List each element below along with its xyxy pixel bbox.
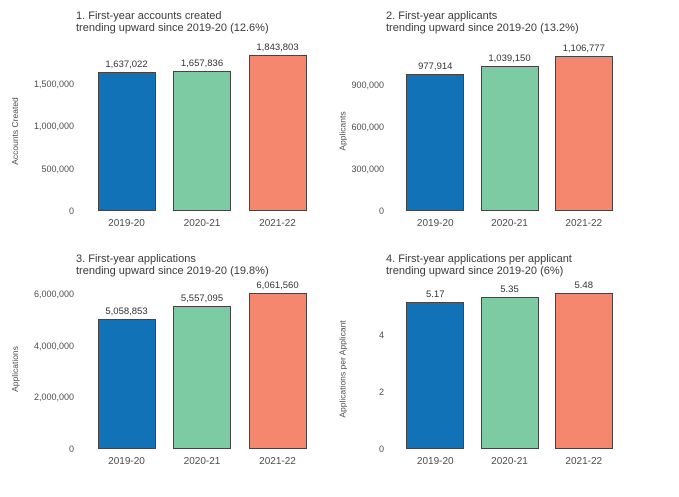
x-tick-label: 2019-20 — [416, 218, 454, 229]
y-axis-ticks: 0 500,000 1,000,000 1,500,000 — [16, 50, 74, 216]
plot-area: 977,914 1,039,150 1,106,777 — [390, 43, 629, 211]
chart-title-line2: trending upward since 2019-20 (6%) — [386, 264, 564, 277]
bar-value-label: 1,657,836 — [180, 57, 224, 69]
x-tick-label: 2020-21 — [491, 456, 528, 467]
plot-area: 5,058,853 5,557,095 6,061,560 — [80, 280, 324, 449]
y-axis-ticks: 0 2,000,000 4,000,000 6,000,000 — [16, 288, 74, 454]
x-tick-label: 2020-21 — [183, 218, 221, 229]
y-tick-label: 4 — [378, 330, 384, 341]
plot-area: 5.17 5.35 5.48 — [390, 280, 629, 449]
bar-value-label: 6,061,560 — [256, 279, 299, 291]
bar-value-label: 1,106,777 — [562, 43, 605, 55]
chart-title-line2: trending upward since 2019-20 (13.2%) — [386, 21, 579, 34]
y-tick-label: 900,000 — [351, 80, 384, 90]
chart-title: 4. First-year applications per applicant… — [386, 253, 572, 277]
y-tick-label: 0 — [68, 444, 74, 454]
bar-value-label: 5.17 — [426, 288, 445, 300]
bar-2020-21: 1,657,836 — [173, 58, 231, 211]
y-tick-label: 4,000,000 — [33, 340, 74, 351]
bar-2021-22: 5.48 — [554, 280, 613, 449]
x-axis-labels: 2019-20 2020-21 2021-22 — [390, 218, 629, 229]
chart-accounts-created: 1. First-year accounts created trending … — [0, 0, 339, 248]
y-axis-ticks: 0 300,000 600,000 900,000 — [344, 50, 384, 216]
bar-value-label: 1,637,022 — [105, 59, 148, 71]
bar-2020-21: 1,039,150 — [480, 53, 539, 211]
chart-title-line2: trending upward since 2019-20 (19.8%) — [76, 264, 269, 277]
chart-applicants: 2. First-year applicants trending upward… — [338, 0, 679, 248]
x-tick-label: 2020-21 — [491, 218, 528, 229]
x-tick-label: 2021-22 — [565, 456, 603, 467]
bar-value-label: 5,557,095 — [180, 292, 224, 304]
x-tick-label: 2019-20 — [108, 456, 145, 467]
chart-title-line1: 4. First-year applications per applicant — [386, 253, 572, 265]
chart-title-line1: 2. First-year applicants — [386, 10, 498, 22]
x-tick-label: 2021-22 — [259, 218, 296, 229]
y-tick-label: 0 — [378, 444, 384, 454]
x-tick-label: 2019-20 — [416, 456, 454, 467]
x-axis-labels: 2019-20 2020-21 2021-22 — [390, 456, 629, 467]
chart-title: 2. First-year applicants trending upward… — [386, 10, 579, 34]
y-tick-label: 2,000,000 — [33, 392, 74, 403]
x-axis-labels: 2019-20 2020-21 2021-22 — [80, 218, 324, 229]
y-tick-label: 300,000 — [351, 164, 384, 174]
x-axis-labels: 2019-20 2020-21 2021-22 — [80, 456, 324, 467]
chart-applications-per-applicant: 4. First-year applications per applicant… — [338, 249, 679, 497]
bar-value-label: 977,914 — [418, 61, 453, 73]
bar-2020-21: 5,557,095 — [173, 293, 231, 449]
y-tick-label: 600,000 — [351, 122, 384, 132]
y-axis-ticks: 0 2 4 — [344, 288, 384, 454]
bar-2021-22: 1,106,777 — [554, 43, 613, 211]
bar-value-label: 1,039,150 — [488, 52, 531, 64]
bar-value-label: 5.48 — [574, 279, 594, 291]
bar-value-label: 1,843,803 — [256, 41, 299, 53]
bar-2021-22: 1,843,803 — [248, 42, 307, 211]
chart-applications: 3. First-year applications trending upwa… — [0, 249, 339, 497]
chart-title-line2: trending upward since 2019-20 (12.6%) — [76, 21, 269, 34]
y-tick-label: 1,000,000 — [33, 121, 74, 132]
x-tick-label: 2021-22 — [259, 456, 296, 467]
chart-title: 3. First-year applications trending upwa… — [76, 253, 269, 277]
y-tick-label: 0 — [68, 206, 74, 216]
y-tick-label: 0 — [378, 206, 384, 216]
bar-2019-20: 5,058,853 — [97, 306, 156, 449]
bar-2019-20: 977,914 — [406, 61, 465, 211]
bar-value-label: 5,058,853 — [105, 305, 148, 317]
x-tick-label: 2020-21 — [183, 456, 221, 467]
bar-2019-20: 5.17 — [406, 289, 465, 449]
chart-title: 1. First-year accounts created trending … — [76, 10, 269, 34]
bar-2019-20: 1,637,022 — [97, 59, 156, 211]
x-tick-label: 2021-22 — [565, 218, 603, 229]
bar-2020-21: 5.35 — [480, 284, 539, 449]
y-tick-label: 6,000,000 — [33, 289, 74, 300]
plot-area: 1,637,022 1,657,836 1,843,803 — [80, 42, 324, 211]
chart-title-line1: 3. First-year applications — [76, 253, 196, 265]
y-tick-label: 2 — [378, 387, 384, 398]
y-tick-label: 500,000 — [41, 163, 74, 174]
bar-2021-22: 6,061,560 — [248, 280, 307, 449]
chart-title-line1: 1. First-year accounts created — [76, 10, 222, 22]
x-tick-label: 2019-20 — [108, 218, 145, 229]
bar-value-label: 5.35 — [500, 283, 519, 295]
y-tick-label: 1,500,000 — [33, 78, 74, 89]
